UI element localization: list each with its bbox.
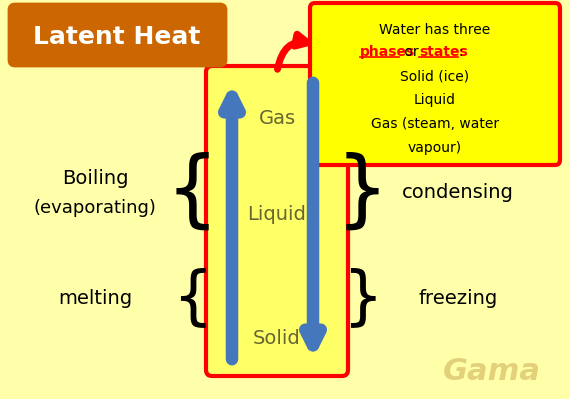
- Text: vapour): vapour): [408, 141, 462, 155]
- FancyBboxPatch shape: [206, 66, 348, 376]
- Text: Solid (ice): Solid (ice): [401, 69, 470, 83]
- Text: }: }: [336, 152, 389, 233]
- FancyBboxPatch shape: [310, 3, 560, 165]
- Text: {: {: [165, 152, 218, 233]
- Text: Liquid: Liquid: [247, 205, 307, 225]
- Text: :: :: [458, 45, 463, 59]
- Text: Latent Heat: Latent Heat: [33, 25, 201, 49]
- Text: melting: melting: [58, 288, 132, 308]
- Text: Solid: Solid: [253, 328, 301, 348]
- Text: Water has three: Water has three: [380, 23, 491, 37]
- Text: or: or: [400, 45, 423, 59]
- Text: condensing: condensing: [402, 182, 514, 201]
- Text: }: }: [341, 267, 382, 329]
- Text: Liquid: Liquid: [414, 93, 456, 107]
- Text: states: states: [419, 45, 468, 59]
- Text: freezing: freezing: [418, 288, 498, 308]
- Text: Gas (steam, water: Gas (steam, water: [371, 117, 499, 131]
- FancyBboxPatch shape: [9, 4, 226, 66]
- Text: Gama: Gama: [443, 358, 541, 387]
- Text: {: {: [172, 267, 212, 329]
- Text: Gas: Gas: [258, 109, 296, 128]
- Text: phases: phases: [360, 45, 416, 59]
- Text: Boiling: Boiling: [62, 168, 128, 188]
- Text: (evaporating): (evaporating): [34, 199, 156, 217]
